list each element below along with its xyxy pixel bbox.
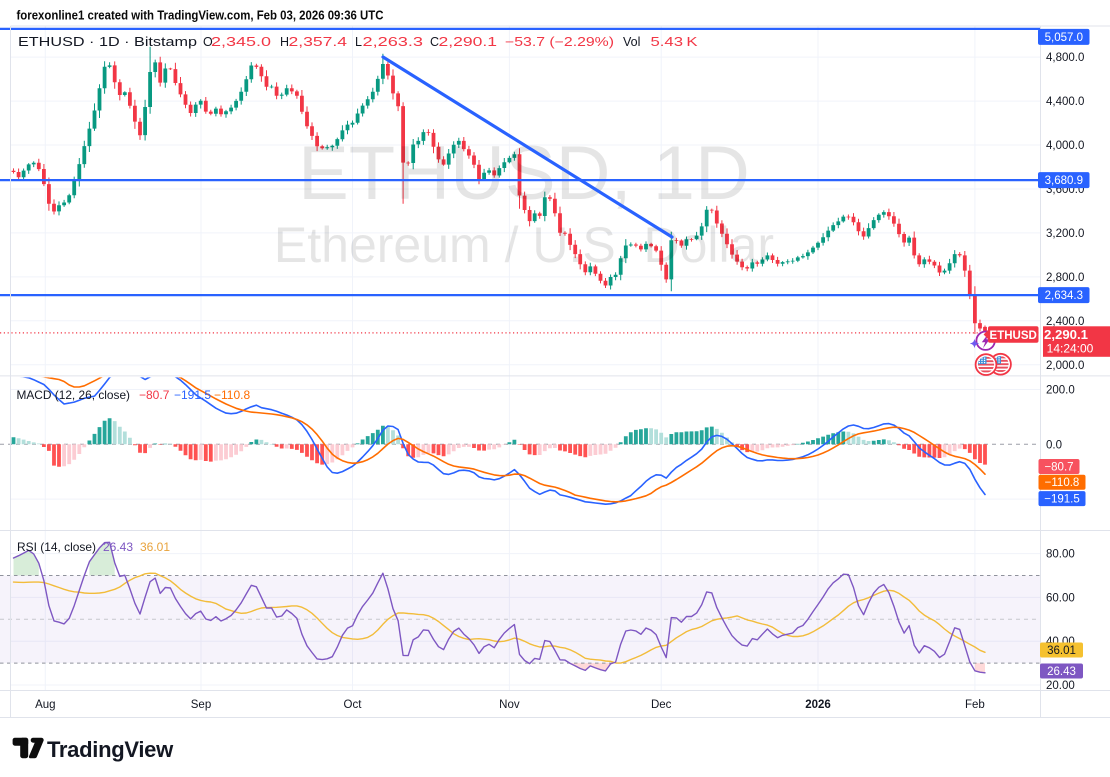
svg-text:80.00: 80.00 xyxy=(1046,549,1075,561)
svg-text:2,000.0: 2,000.0 xyxy=(1046,360,1084,372)
svg-text:O: O xyxy=(203,35,213,49)
svg-text:RSI (14, close): RSI (14, close) xyxy=(17,540,96,554)
svg-text:MACD (12, 26, close): MACD (12, 26, close) xyxy=(17,388,131,402)
svg-text:5,057.0: 5,057.0 xyxy=(1045,32,1083,44)
svg-text:2,290.1: 2,290.1 xyxy=(1044,327,1088,342)
svg-text:4,800.0: 4,800.0 xyxy=(1046,52,1084,64)
svg-text:26.43: 26.43 xyxy=(103,540,133,554)
svg-text:2,290.1: 2,290.1 xyxy=(439,35,498,49)
svg-text:−80.7: −80.7 xyxy=(1044,462,1073,474)
svg-text:Oct: Oct xyxy=(344,699,363,711)
svg-text:−110.8: −110.8 xyxy=(214,388,250,402)
svg-text:0.0: 0.0 xyxy=(1046,439,1062,451)
svg-text:3,680.9: 3,680.9 xyxy=(1045,175,1083,187)
svg-text:2,263.3: 2,263.3 xyxy=(363,35,424,49)
svg-text:−53.7 (−2.29%): −53.7 (−2.29%) xyxy=(505,35,614,49)
svg-text:Sep: Sep xyxy=(191,699,211,711)
svg-text:60.00: 60.00 xyxy=(1046,592,1075,604)
svg-text:2,357.4: 2,357.4 xyxy=(289,35,348,49)
svg-text:2,634.3: 2,634.3 xyxy=(1045,290,1083,302)
svg-text:−80.7: −80.7 xyxy=(139,388,170,402)
svg-text:ETHUSD: ETHUSD xyxy=(990,330,1037,342)
svg-text:4,400.0: 4,400.0 xyxy=(1046,96,1084,108)
svg-text:5.43 K: 5.43 K xyxy=(651,35,699,49)
svg-text:Ethereum / U.S. Dollar: Ethereum / U.S. Dollar xyxy=(274,217,774,273)
svg-text:ETHUSD · 1D · Bitstamp: ETHUSD · 1D · Bitstamp xyxy=(18,35,197,49)
svg-text:2,800.0: 2,800.0 xyxy=(1046,272,1084,284)
svg-text:forexonline1 created with Trad: forexonline1 created with TradingView.co… xyxy=(17,9,384,23)
svg-text:C: C xyxy=(430,35,439,49)
svg-text:−191.5: −191.5 xyxy=(174,388,211,402)
svg-text:L: L xyxy=(355,35,362,49)
svg-text:36.01: 36.01 xyxy=(140,540,170,554)
svg-text:Aug: Aug xyxy=(35,699,55,711)
svg-text:Dec: Dec xyxy=(651,699,672,711)
svg-text:200.0: 200.0 xyxy=(1046,385,1075,397)
svg-text:−191.5: −191.5 xyxy=(1044,494,1080,506)
svg-text:14:24:00: 14:24:00 xyxy=(1047,342,1094,356)
svg-text:2,345.0: 2,345.0 xyxy=(211,35,271,49)
svg-text:4,000.0: 4,000.0 xyxy=(1046,140,1084,152)
svg-text:20.00: 20.00 xyxy=(1046,680,1075,692)
svg-text:Nov: Nov xyxy=(499,699,520,711)
svg-text:TradingView: TradingView xyxy=(47,737,174,762)
svg-text:36.01: 36.01 xyxy=(1047,645,1076,657)
svg-text:−110.8: −110.8 xyxy=(1045,477,1080,489)
svg-text:H: H xyxy=(280,35,289,49)
svg-text:2026: 2026 xyxy=(805,699,831,711)
svg-text:Vol: Vol xyxy=(623,35,640,49)
svg-text:2,400.0: 2,400.0 xyxy=(1046,316,1084,328)
svg-text:Feb: Feb xyxy=(965,699,985,711)
svg-text:3,200.0: 3,200.0 xyxy=(1046,228,1084,240)
svg-text:26.43: 26.43 xyxy=(1047,666,1076,678)
